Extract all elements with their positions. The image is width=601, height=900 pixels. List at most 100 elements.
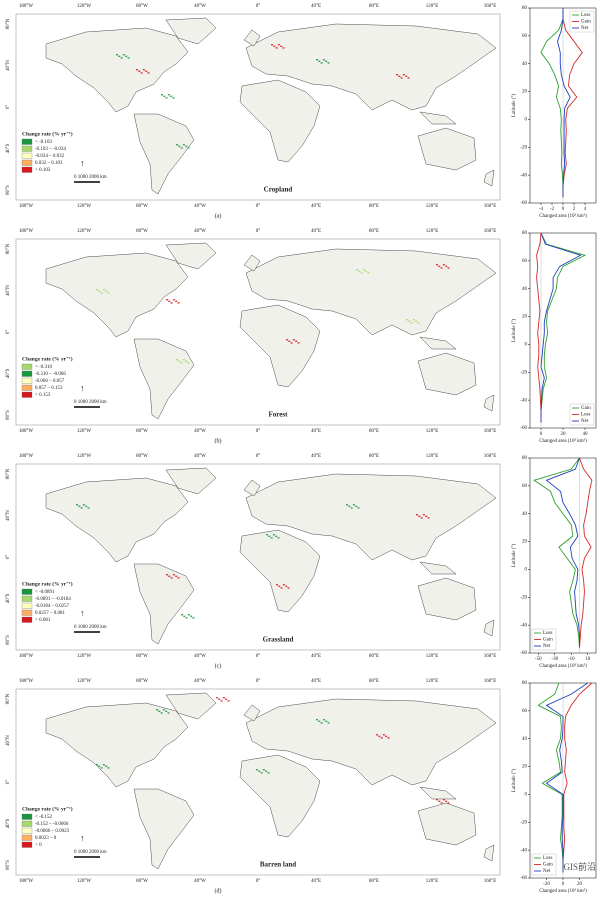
watermark: GIS前沿 xyxy=(563,861,596,872)
change-pixels xyxy=(355,505,358,507)
lat-label: 40°S xyxy=(6,593,11,603)
profile-line xyxy=(562,682,593,873)
change-pixels xyxy=(367,272,370,274)
legend-label: Loss xyxy=(543,856,553,861)
lon-label: 160°E xyxy=(484,654,497,659)
lat-label: 0° xyxy=(6,555,11,560)
plot-frame xyxy=(529,232,597,429)
y-axis-label: Latitude (°) xyxy=(512,769,517,793)
y-tick-label: -40 xyxy=(520,398,527,403)
lon-label: 80°W xyxy=(136,204,148,209)
change-pixels xyxy=(85,505,88,507)
profile-line xyxy=(540,232,587,423)
change-pixels xyxy=(187,147,190,149)
change-pixels xyxy=(348,505,351,507)
change-pixels xyxy=(438,265,441,267)
change-pixels xyxy=(182,144,185,146)
lon-label: 180°W xyxy=(19,454,33,459)
change-pixels xyxy=(415,320,418,322)
lon-label: 180°W xyxy=(19,4,33,9)
change-pixels xyxy=(167,712,170,714)
change-pixels xyxy=(278,585,281,587)
lon-label: 40°E xyxy=(311,454,321,459)
change-pixels xyxy=(118,55,121,57)
profile-line xyxy=(537,682,564,873)
change-pixels xyxy=(181,614,183,616)
change-pixels xyxy=(227,700,230,702)
change-pixels xyxy=(398,75,401,77)
lon-label: 40°W xyxy=(194,654,206,659)
y-tick-label: -60 xyxy=(520,876,527,881)
change-pixels xyxy=(418,515,421,517)
legend-label: 0.032 – 0.103 xyxy=(35,161,63,166)
lon-label: 120°E xyxy=(426,654,439,659)
lon-label: 40°W xyxy=(194,429,206,434)
change-pixels xyxy=(192,617,195,619)
lon-label: 80°W xyxy=(136,654,148,659)
change-pixels xyxy=(170,302,173,304)
north-arrow: ↑ xyxy=(80,608,85,618)
legend-swatch xyxy=(21,588,33,595)
lon-label: 160°E xyxy=(484,454,497,459)
lat-label: 40°S xyxy=(6,143,11,153)
change-pixels xyxy=(385,735,388,737)
lat-label: 80°N xyxy=(6,243,11,254)
change-pixels xyxy=(166,574,168,576)
x-tick-label: 20 xyxy=(577,882,583,887)
change-pixels xyxy=(107,292,110,294)
lon-label: 40°W xyxy=(194,229,206,234)
map-panel: 180°W 180°W 120°W 120°W 80°W 80°W 40°W 40°W 0° 0°… xyxy=(6,229,501,444)
lat-label: 80°S xyxy=(6,860,11,870)
legend-swatch xyxy=(21,595,33,602)
lon-label: 120°W xyxy=(77,229,91,234)
legend-box xyxy=(569,403,595,426)
change-pixels xyxy=(162,709,165,711)
y-tick-label: -20 xyxy=(520,820,527,825)
legend-label: > 0.153 xyxy=(35,393,51,398)
legend-label: -0.0184 – 0.0257 xyxy=(35,604,70,609)
lat-label: 0° xyxy=(6,780,11,785)
plot-frame xyxy=(529,457,597,654)
lon-label: 80°E xyxy=(369,229,379,234)
lon-label: 160°E xyxy=(484,679,497,684)
y-axis-label: Latitude (°) xyxy=(512,319,517,343)
change-pixels xyxy=(256,769,258,771)
change-pixels xyxy=(316,719,318,721)
legend-label: -0.310 – -0.066 xyxy=(35,372,66,377)
lon-label: 120°E xyxy=(426,879,439,884)
legend-label: -0.066 – 0.057 xyxy=(35,379,65,384)
y-tick-label: -40 xyxy=(520,848,527,853)
change-pixels xyxy=(427,517,430,519)
lat-label: 80°S xyxy=(6,635,11,645)
change-pixels xyxy=(105,290,108,292)
lon-label: 40°E xyxy=(311,204,321,209)
change-pixels xyxy=(346,504,348,506)
change-pixels xyxy=(438,800,441,802)
change-pixels xyxy=(116,54,118,56)
change-pixels xyxy=(178,145,181,147)
legend-label: < -0.103 xyxy=(35,140,52,145)
lon-label: 80°E xyxy=(369,654,379,659)
y-tick-label: 60 xyxy=(522,259,528,264)
profile-line xyxy=(562,8,583,198)
y-tick-label: -20 xyxy=(520,595,527,600)
change-pixels xyxy=(158,710,161,712)
lon-label: 80°W xyxy=(136,454,148,459)
change-pixels xyxy=(280,45,283,47)
legend-swatch xyxy=(21,602,33,609)
x-tick-label: 40 xyxy=(583,432,589,437)
change-pixels xyxy=(445,265,448,267)
change-pixels xyxy=(185,617,188,619)
lon-label: 180°W xyxy=(19,429,33,434)
profile-line xyxy=(533,457,580,648)
change-pixels xyxy=(325,720,328,722)
legend-title: Change rate (% yr⁻¹) xyxy=(22,805,73,812)
change-pixels xyxy=(175,300,178,302)
change-pixels xyxy=(216,697,218,699)
legend-label: Gain xyxy=(543,863,553,868)
lon-label: 80°W xyxy=(136,879,148,884)
change-pixels xyxy=(98,765,101,767)
